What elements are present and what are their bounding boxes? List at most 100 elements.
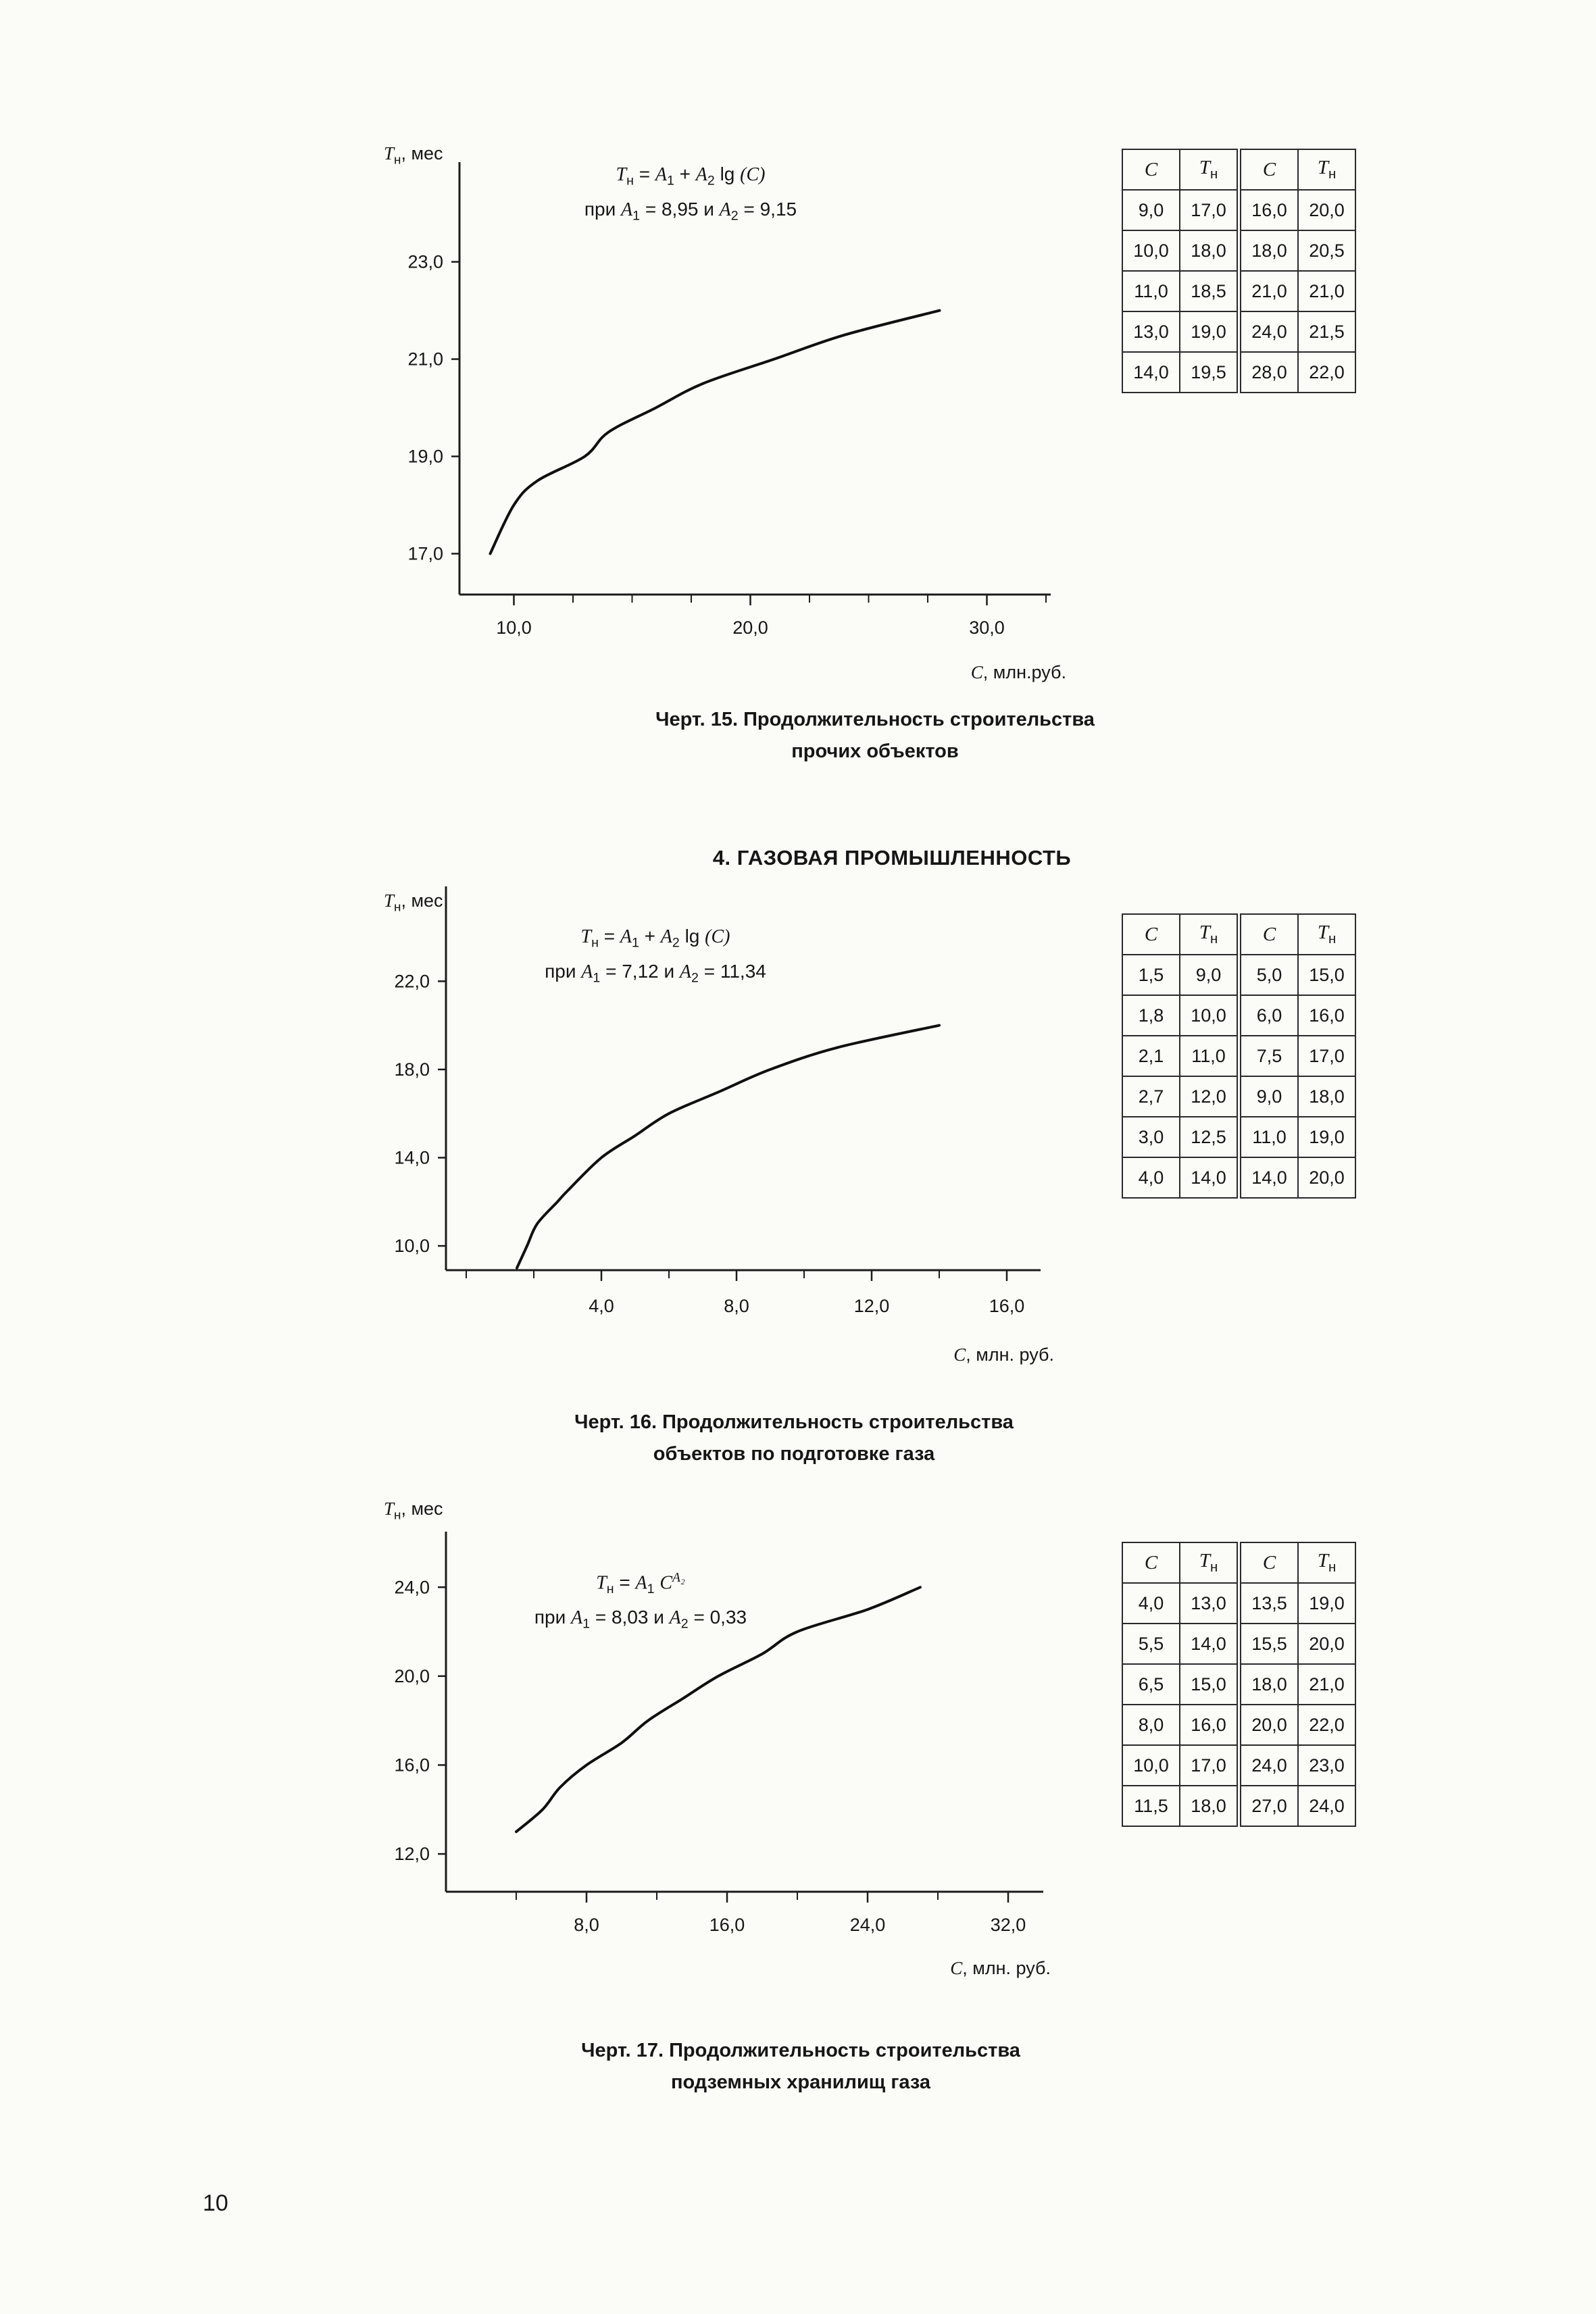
curve-line: [515, 1586, 922, 1834]
table-cell: 18,0: [1237, 1663, 1299, 1705]
chart-area-17: 8,0 16,0 24,0 32,0 12,0 16,0 20,0 24,0 Tн, мес …: [365, 1480, 1081, 1980]
formula: Tн = A1 + A2 lg (C) при A1 = 8,95 и A2 =…: [535, 164, 846, 233]
x-tick-label: 16,0: [709, 1915, 745, 1935]
x-tick-label: 8,0: [724, 1296, 749, 1316]
x-tick-label: 20,0: [732, 618, 768, 638]
table-cell: 4,0: [1122, 1582, 1180, 1624]
y-tick-label: 16,0: [394, 1755, 430, 1775]
table-header-row: C Tн C Tн: [1122, 149, 1356, 191]
table-cell: 5,5: [1122, 1623, 1180, 1665]
figure-caption-16: Черт. 16. Продолжительность строительств…: [459, 1407, 1128, 1470]
table-cell: 4,0: [1122, 1157, 1180, 1199]
table-row: 4,0 13,0 13,5 19,0: [1122, 1582, 1356, 1624]
table-cell: 21,5: [1297, 311, 1356, 353]
table-row: 11,0 18,5 21,0 21,0: [1122, 270, 1356, 312]
table-header-cell: C: [1237, 913, 1299, 955]
table-cell: 19,0: [1297, 1116, 1356, 1158]
table-header-cell: Tн: [1297, 149, 1356, 191]
x-axis-label: С, млн. руб.: [953, 1344, 1054, 1365]
figure-chart-16: 4,0 8,0 12,0 16,0 10,0 14,0 18,0 22,0 Tн, мес С…: [0, 872, 1596, 1480]
table-cell: 11,5: [1122, 1785, 1180, 1827]
chart-plot-17: 8,0 16,0 24,0 32,0 12,0 16,0 20,0 24,0: [394, 1532, 1043, 1935]
y-tick-label: 14,0: [394, 1148, 430, 1168]
chart-area-16: 4,0 8,0 12,0 16,0 10,0 14,0 18,0 22,0 Tн, мес С…: [365, 872, 1081, 1372]
chart-plot-16: 4,0 8,0 12,0 16,0 10,0 14,0 18,0 22,0: [394, 886, 1041, 1316]
formula: Tн = A1 CA₂ при A1 = 8,03 и A2 = 0,33: [485, 1571, 796, 1642]
table-row: 11,5 18,0 27,0 24,0: [1122, 1785, 1356, 1827]
table-header-cell: C: [1122, 149, 1180, 191]
y-tick-label: 24,0: [394, 1577, 430, 1597]
section-header: 4. ГАЗОВАЯ ПРОМЫШЛЕННОСТЬ: [712, 846, 1072, 870]
table-cell: 1,8: [1122, 995, 1180, 1036]
table-cell: 20,0: [1237, 1704, 1299, 1746]
x-tick-label: 30,0: [969, 618, 1005, 638]
table-cell: 2,1: [1122, 1035, 1180, 1077]
table-row: 9,0 17,0 16,0 20,0: [1122, 189, 1356, 231]
table-cell: 1,5: [1122, 954, 1180, 996]
table-cell: 14,0: [1179, 1623, 1240, 1665]
table-cell: 18,5: [1179, 270, 1240, 312]
y-tick-label: 22,0: [394, 971, 430, 991]
page-number: 10: [203, 2190, 228, 2216]
y-axis-label: Tн, мес: [384, 1499, 443, 1523]
x-tick-label: 16,0: [989, 1296, 1025, 1316]
table-cell: 13,0: [1122, 311, 1180, 353]
table-row: 6,5 15,0 18,0 21,0: [1122, 1663, 1356, 1705]
table-cell: 17,0: [1179, 1744, 1240, 1786]
table-cell: 12,0: [1179, 1076, 1240, 1117]
y-tick-label: 20,0: [394, 1666, 430, 1686]
table-cell: 13,5: [1237, 1582, 1299, 1624]
table-cell: 21,0: [1297, 1663, 1356, 1705]
curve-line: [516, 1024, 941, 1269]
y-tick-label: 17,0: [407, 544, 443, 564]
chart-plot-15: 10,0 20,0 30,0 17,0 19,0 21,0 23,0: [407, 162, 1051, 638]
figure-caption-17: Черт. 17. Продолжительность строительств…: [466, 2035, 1135, 2098]
table-cell: 11,0: [1237, 1116, 1299, 1158]
x-axis-label: С, млн.руб.: [970, 662, 1066, 682]
table-cell: 16,0: [1179, 1704, 1240, 1746]
table-cell: 15,0: [1297, 954, 1356, 996]
table-cell: 9,0: [1122, 189, 1180, 231]
table-header-cell: Tн: [1179, 913, 1240, 955]
table-cell: 20,5: [1297, 230, 1356, 272]
table-cell: 16,0: [1237, 189, 1299, 231]
table-cell: 14,0: [1122, 351, 1180, 393]
table-row: 14,0 19,5 28,0 22,0: [1122, 351, 1356, 393]
formula-line-1: Tн = A1 + A2 lg (C): [580, 926, 730, 951]
table-cell: 17,0: [1297, 1035, 1356, 1077]
y-axis-label: Tн, мес: [384, 143, 443, 168]
y-axis-label: Tн, мес: [384, 890, 443, 915]
table-row: 1,5 9,0 5,0 15,0: [1122, 954, 1356, 996]
table-cell: 18,0: [1237, 230, 1299, 272]
x-tick-label: 12,0: [854, 1296, 890, 1316]
table-cell: 27,0: [1237, 1785, 1299, 1827]
table-cell: 10,0: [1122, 1744, 1180, 1786]
table-cell: 22,0: [1297, 1704, 1356, 1746]
table-cell: 10,0: [1179, 995, 1240, 1036]
table-cell: 11,0: [1122, 270, 1180, 312]
table-cell: 19,0: [1179, 311, 1240, 353]
y-tick-label: 10,0: [394, 1236, 430, 1256]
x-tick-label: 32,0: [991, 1915, 1026, 1935]
formula-line-2: при A1 = 8,95 и A2 = 9,15: [584, 198, 797, 224]
table-row: 2,7 12,0 9,0 18,0: [1122, 1076, 1356, 1117]
table-cell: 24,0: [1237, 311, 1299, 353]
table-row: 13,0 19,0 24,0 21,5: [1122, 311, 1356, 353]
figure-chart-17: 8,0 16,0 24,0 32,0 12,0 16,0 20,0 24,0 Tн, мес …: [0, 1480, 1596, 2121]
table-row: 4,0 14,0 14,0 20,0: [1122, 1157, 1356, 1199]
table-cell: 7,5: [1237, 1035, 1299, 1077]
table-cell: 24,0: [1297, 1785, 1356, 1827]
table-cell: 21,0: [1297, 270, 1356, 312]
table-header-cell: Tн: [1297, 913, 1356, 955]
table-row: 8,0 16,0 20,0 22,0: [1122, 1704, 1356, 1746]
y-tick-label: 21,0: [407, 349, 443, 370]
table-cell: 16,0: [1297, 995, 1356, 1036]
caption-line-2: подземных хранилищ газа: [670, 2071, 931, 2093]
table-cell: 22,0: [1297, 351, 1356, 393]
x-tick-label: 24,0: [850, 1915, 886, 1935]
formula-line-2: при A1 = 7,12 и A2 = 11,34: [545, 960, 766, 986]
y-tick-label: 18,0: [394, 1059, 430, 1080]
table-header-cell: C: [1237, 1542, 1299, 1584]
table-row: 5,5 14,0 15,5 20,0: [1122, 1623, 1356, 1665]
table-cell: 19,0: [1297, 1582, 1356, 1624]
